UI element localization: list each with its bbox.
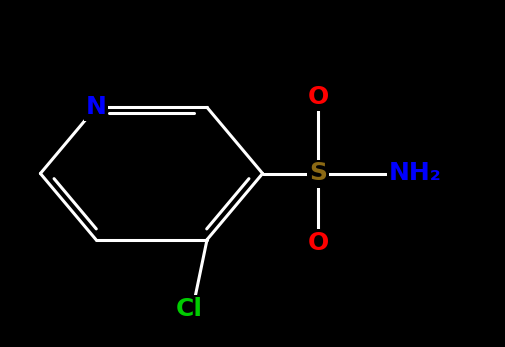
Text: N: N [85,95,107,119]
Text: O: O [308,231,329,255]
Text: S: S [309,161,327,186]
Text: O: O [308,85,329,109]
Text: Cl: Cl [176,297,203,321]
Text: NH₂: NH₂ [389,161,441,186]
